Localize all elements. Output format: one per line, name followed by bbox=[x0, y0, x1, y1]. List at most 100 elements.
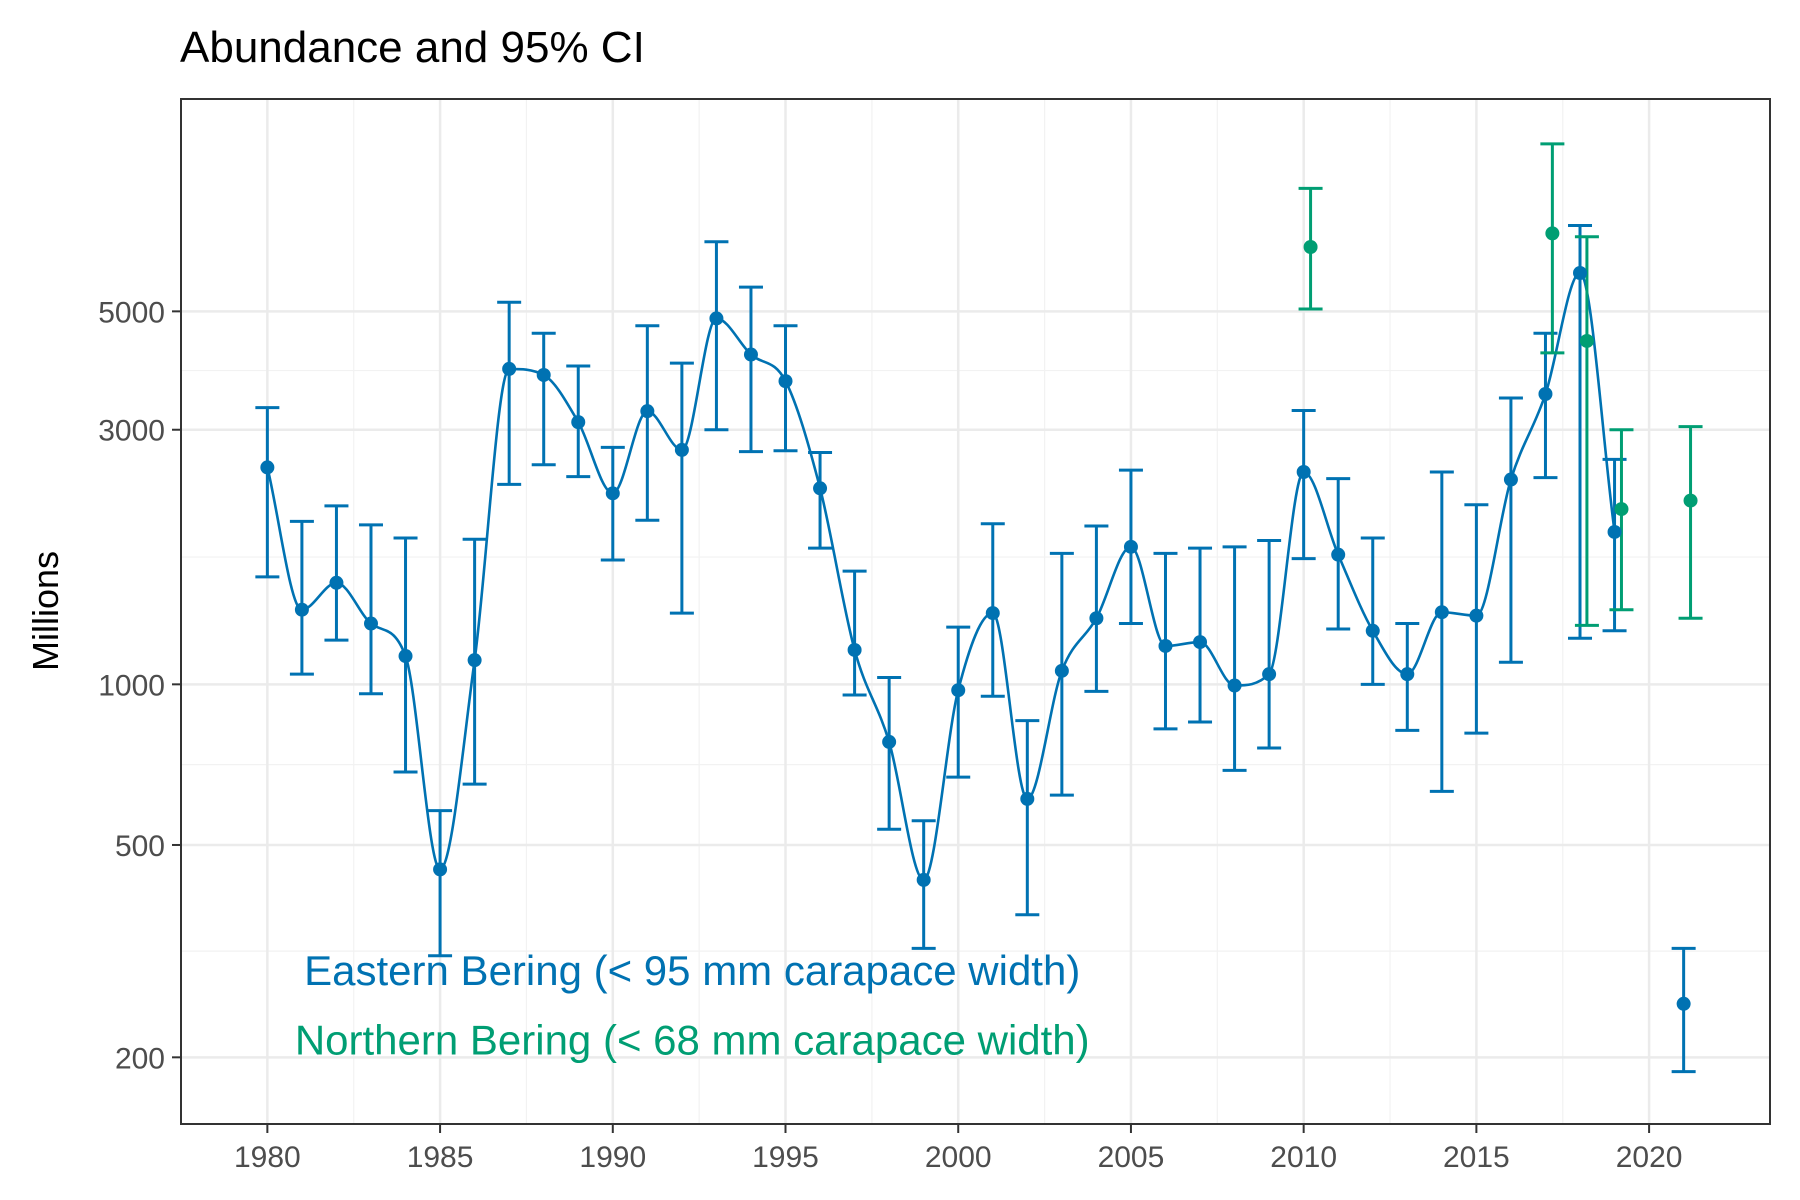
error-bar bbox=[358, 523, 383, 696]
data-point bbox=[1262, 667, 1277, 682]
data-point bbox=[1538, 387, 1553, 402]
data-point bbox=[502, 361, 517, 376]
data-point bbox=[1676, 996, 1691, 1011]
data-point bbox=[743, 347, 758, 362]
data-point bbox=[571, 415, 586, 430]
error-bar bbox=[1257, 539, 1282, 750]
x-tick-label: 1990 bbox=[579, 1141, 646, 1174]
error-bar bbox=[1360, 536, 1385, 686]
error-bar bbox=[1540, 142, 1565, 355]
error-bar bbox=[1678, 425, 1703, 620]
data-point bbox=[882, 734, 897, 749]
x-tick-label: 2020 bbox=[1616, 1141, 1683, 1174]
data-point bbox=[778, 374, 793, 389]
data-point bbox=[1331, 547, 1346, 562]
data-point bbox=[1296, 464, 1311, 479]
y-tick-label: 1000 bbox=[98, 669, 165, 702]
error-bar bbox=[600, 445, 625, 562]
error-bar bbox=[808, 450, 833, 550]
legend-label: Eastern Bering (< 95 mm carapace width) bbox=[304, 947, 1080, 994]
x-tick-label: 1985 bbox=[407, 1141, 474, 1174]
error-bar bbox=[428, 809, 453, 958]
data-point bbox=[709, 311, 724, 326]
error-bar bbox=[1084, 524, 1109, 693]
error-bar bbox=[1574, 235, 1599, 627]
legend-label: Northern Bering (< 68 mm carapace width) bbox=[295, 1017, 1090, 1064]
data-point bbox=[1573, 265, 1588, 280]
error-bar bbox=[255, 406, 280, 579]
data-point bbox=[467, 653, 482, 668]
data-point bbox=[1020, 791, 1035, 806]
data-point bbox=[1365, 623, 1380, 638]
error-bar bbox=[1533, 331, 1558, 480]
error-bar bbox=[324, 504, 349, 642]
x-tick-label: 1995 bbox=[752, 1141, 819, 1174]
y-tick-label: 5000 bbox=[98, 296, 165, 329]
y-axis-title: Millions bbox=[25, 551, 66, 671]
series-lines bbox=[266, 271, 1616, 882]
error-bar bbox=[531, 331, 556, 467]
panel-border bbox=[180, 98, 1771, 1125]
x-tick-label: 2000 bbox=[925, 1141, 992, 1174]
data-point bbox=[1579, 333, 1594, 348]
data-point bbox=[398, 649, 413, 664]
x-axis: 1980 1985 1990 1995 2000 2005 2010 2015 2020 bbox=[234, 1124, 1682, 1174]
data-point bbox=[1089, 611, 1104, 626]
error-bar bbox=[289, 519, 314, 676]
data-point bbox=[1469, 608, 1484, 623]
error-bar bbox=[877, 675, 902, 831]
data-point bbox=[1607, 524, 1622, 539]
data-point bbox=[433, 862, 448, 877]
data-point bbox=[1545, 226, 1560, 241]
x-tick-label: 2005 bbox=[1098, 1141, 1165, 1174]
data-point bbox=[1503, 472, 1518, 487]
error-bar bbox=[1568, 224, 1593, 640]
data-point bbox=[1193, 635, 1208, 650]
data-point bbox=[951, 683, 966, 698]
data-point bbox=[916, 872, 931, 887]
error-bar bbox=[1015, 719, 1040, 917]
x-tick-label: 2010 bbox=[1270, 1141, 1337, 1174]
data-points bbox=[260, 226, 1698, 1011]
error-bar bbox=[773, 324, 798, 453]
data-point bbox=[1400, 667, 1415, 682]
data-point bbox=[847, 642, 862, 657]
data-point bbox=[1123, 539, 1138, 554]
data-point bbox=[329, 575, 344, 590]
error-bar bbox=[669, 361, 694, 615]
y-tick-label: 200 bbox=[115, 1042, 165, 1075]
data-point bbox=[813, 481, 828, 496]
data-point bbox=[260, 460, 275, 475]
data-point bbox=[1614, 502, 1629, 517]
data-point bbox=[674, 442, 689, 457]
y-tick-label: 3000 bbox=[98, 415, 165, 448]
series-line-0 bbox=[266, 271, 1616, 882]
x-tick-label: 2015 bbox=[1443, 1141, 1510, 1174]
error-bar bbox=[1188, 546, 1213, 724]
data-point bbox=[985, 606, 1000, 621]
data-point bbox=[363, 616, 378, 631]
error-bars bbox=[255, 142, 1703, 1074]
error-bar bbox=[842, 569, 867, 697]
chart-title: Abundance and 95% CI bbox=[180, 23, 645, 72]
y-tick-label: 500 bbox=[115, 830, 165, 863]
error-bar bbox=[1429, 470, 1454, 793]
data-point bbox=[1434, 605, 1449, 620]
data-point bbox=[1158, 638, 1173, 653]
data-point bbox=[605, 486, 620, 501]
error-bar bbox=[497, 300, 522, 486]
error-bar bbox=[635, 324, 660, 522]
data-point bbox=[294, 602, 309, 617]
error-bar bbox=[1222, 545, 1247, 772]
data-point bbox=[536, 367, 551, 382]
y-axis: 200 500 1000 3000 5000 bbox=[98, 296, 181, 1075]
data-point bbox=[1227, 678, 1242, 693]
error-bar bbox=[704, 240, 729, 432]
error-bar bbox=[1609, 428, 1634, 612]
error-bar bbox=[1498, 396, 1523, 664]
error-bar bbox=[946, 625, 971, 779]
x-tick-label: 1980 bbox=[234, 1141, 301, 1174]
data-point bbox=[640, 404, 655, 419]
data-point bbox=[1303, 240, 1318, 255]
